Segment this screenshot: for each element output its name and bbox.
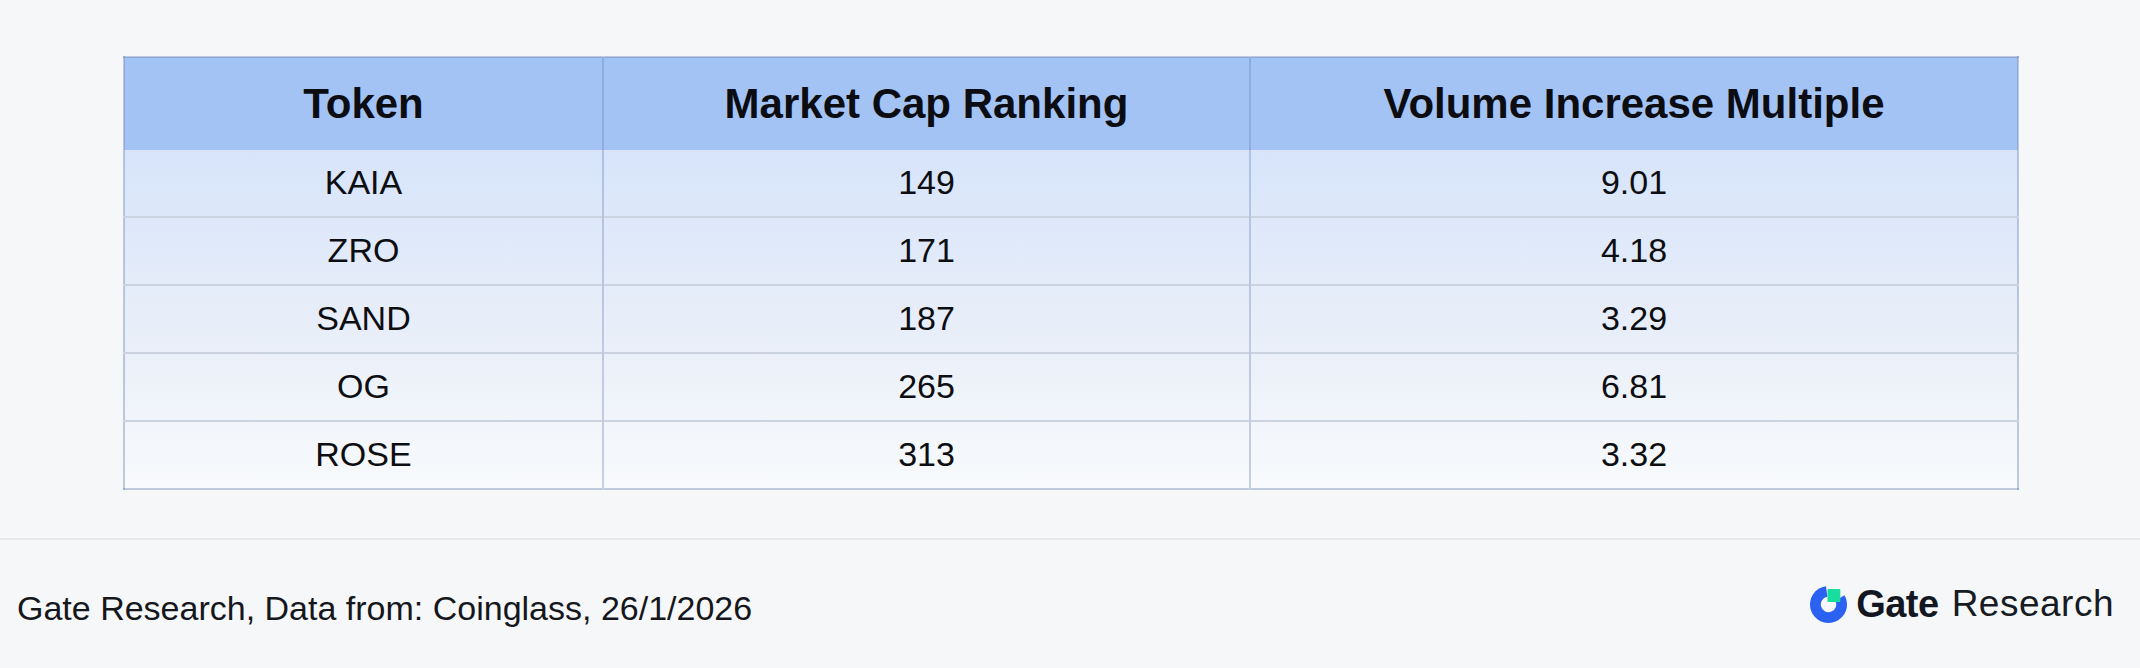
table-row: SAND 187 3.29 — [124, 285, 2018, 353]
cell-token: OG — [124, 353, 603, 421]
logo-research-text: Research — [1952, 583, 2114, 625]
gate-research-logo: Gate Research — [1810, 582, 2114, 626]
table-row: OG 265 6.81 — [124, 353, 2018, 421]
cell-multiple: 4.18 — [1250, 217, 2018, 285]
gate-logo-icon — [1810, 586, 1847, 623]
cell-multiple: 3.29 — [1250, 285, 2018, 353]
source-attribution: Gate Research, Data from: Coinglass, 26/… — [17, 588, 752, 628]
cell-token: ZRO — [124, 217, 603, 285]
col-header-token: Token — [124, 57, 603, 150]
cell-token: ROSE — [124, 421, 603, 489]
table-row: ZRO 171 4.18 — [124, 217, 2018, 285]
table-body: KAIA 149 9.01 ZRO 171 4.18 SAND 187 3.29… — [124, 150, 2018, 489]
footer-divider — [0, 538, 2140, 540]
table-header-row: Token Market Cap Ranking Volume Increase… — [124, 57, 2018, 150]
cell-rank: 313 — [603, 421, 1250, 489]
cell-token: SAND — [124, 285, 603, 353]
logo-gate-text: Gate — [1856, 583, 1938, 626]
cell-multiple: 9.01 — [1250, 150, 2018, 217]
table-row: KAIA 149 9.01 — [124, 150, 2018, 217]
cell-rank: 265 — [603, 353, 1250, 421]
token-volume-table: Token Market Cap Ranking Volume Increase… — [123, 56, 2017, 490]
cell-rank: 171 — [603, 217, 1250, 285]
cell-rank: 187 — [603, 285, 1250, 353]
cell-token: KAIA — [124, 150, 603, 217]
cell-multiple: 6.81 — [1250, 353, 2018, 421]
col-header-market-cap-ranking: Market Cap Ranking — [603, 57, 1250, 150]
cell-rank: 149 — [603, 150, 1250, 217]
table-row: ROSE 313 3.32 — [124, 421, 2018, 489]
cell-multiple: 3.32 — [1250, 421, 2018, 489]
col-header-volume-increase-multiple: Volume Increase Multiple — [1250, 57, 2018, 150]
data-table: Token Market Cap Ranking Volume Increase… — [123, 56, 2019, 490]
